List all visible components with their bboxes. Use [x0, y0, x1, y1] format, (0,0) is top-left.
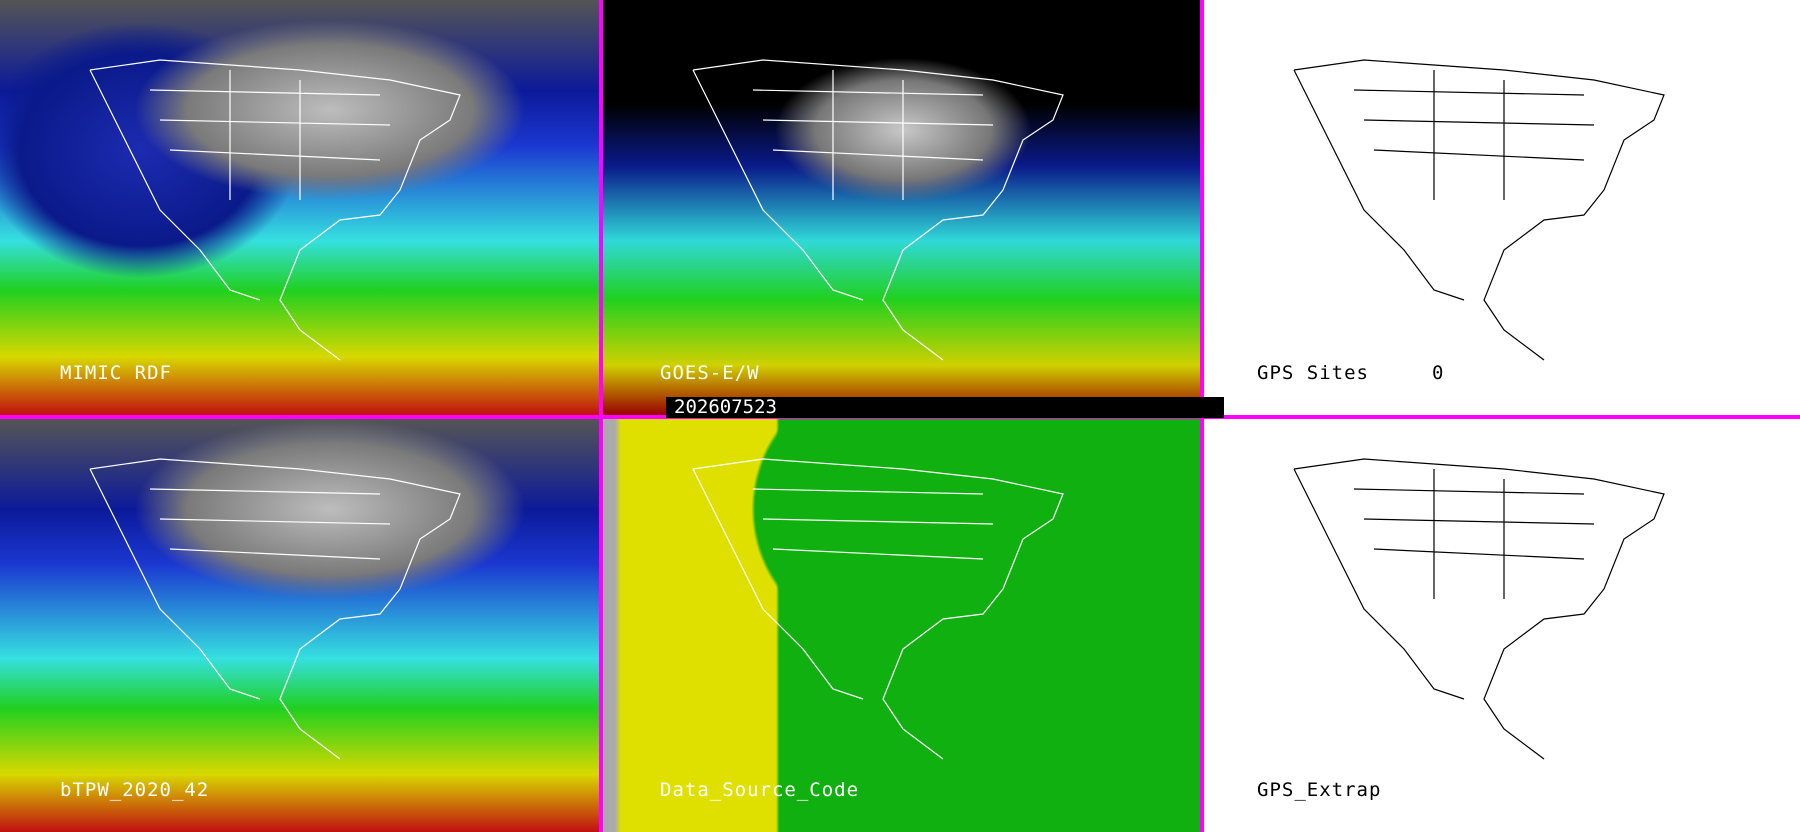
goes-map-panel: GOES-E/W: [603, 0, 1200, 415]
map-outline: [692, 458, 1064, 760]
panel-label: Data_Source_Code: [660, 779, 860, 801]
map-outline: [1293, 59, 1665, 361]
panel-label: bTPW_2020_42: [60, 779, 210, 801]
map-outline: [89, 458, 461, 760]
panel-label: GPS Sites: [1257, 362, 1369, 384]
panel-label: MIMIC RDF: [60, 362, 172, 384]
timestamp-bar: 202607523: [666, 397, 1224, 418]
mimic-rdf-map-panel: MIMIC RDF: [0, 0, 599, 415]
btpw-map-panel: bTPW_2020_42: [0, 419, 599, 832]
gps-extrap-map-panel: GPS_Extrap: [1204, 419, 1800, 832]
map-outline: [89, 59, 461, 361]
gps-sites-map-panel: GPS Sites 0: [1204, 0, 1800, 415]
map-outline: [692, 59, 1064, 361]
panel-label: GPS_Extrap: [1257, 779, 1382, 801]
data-source-code-map-panel: Data_Source_Code: [603, 419, 1200, 832]
timestamp: 202607523: [674, 396, 777, 418]
map-outline: [1293, 458, 1665, 760]
panel-label: GOES-E/W: [660, 362, 760, 384]
gps-sites-count: 0: [1432, 362, 1445, 384]
